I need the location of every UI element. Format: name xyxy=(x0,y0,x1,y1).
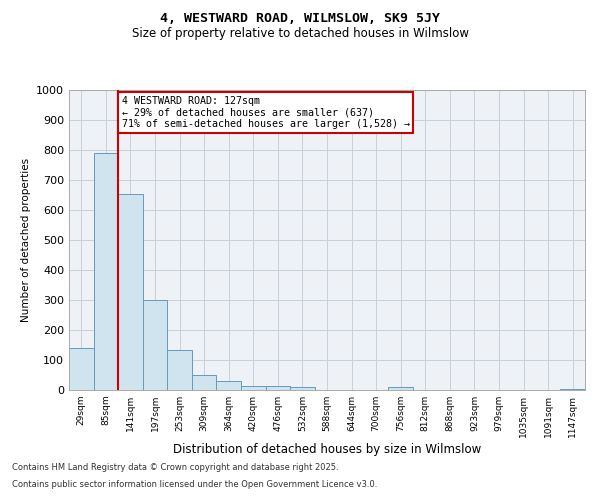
Bar xyxy=(94,153,118,390)
Bar xyxy=(241,386,266,390)
Text: 4, WESTWARD ROAD, WILMSLOW, SK9 5JY: 4, WESTWARD ROAD, WILMSLOW, SK9 5JY xyxy=(160,12,440,26)
Text: 4 WESTWARD ROAD: 127sqm
← 29% of detached houses are smaller (637)
71% of semi-d: 4 WESTWARD ROAD: 127sqm ← 29% of detache… xyxy=(122,96,410,129)
Bar xyxy=(266,386,290,390)
Bar xyxy=(118,194,143,390)
Bar xyxy=(192,375,217,390)
Bar xyxy=(167,350,192,390)
Bar xyxy=(560,388,585,390)
X-axis label: Distribution of detached houses by size in Wilmslow: Distribution of detached houses by size … xyxy=(173,442,481,456)
Bar xyxy=(290,387,315,390)
Bar xyxy=(143,300,167,390)
Bar xyxy=(217,381,241,390)
Text: Contains public sector information licensed under the Open Government Licence v3: Contains public sector information licen… xyxy=(12,480,377,489)
Y-axis label: Number of detached properties: Number of detached properties xyxy=(20,158,31,322)
Text: Size of property relative to detached houses in Wilmslow: Size of property relative to detached ho… xyxy=(131,28,469,40)
Bar xyxy=(388,387,413,390)
Bar xyxy=(69,348,94,390)
Text: Contains HM Land Registry data © Crown copyright and database right 2025.: Contains HM Land Registry data © Crown c… xyxy=(12,464,338,472)
